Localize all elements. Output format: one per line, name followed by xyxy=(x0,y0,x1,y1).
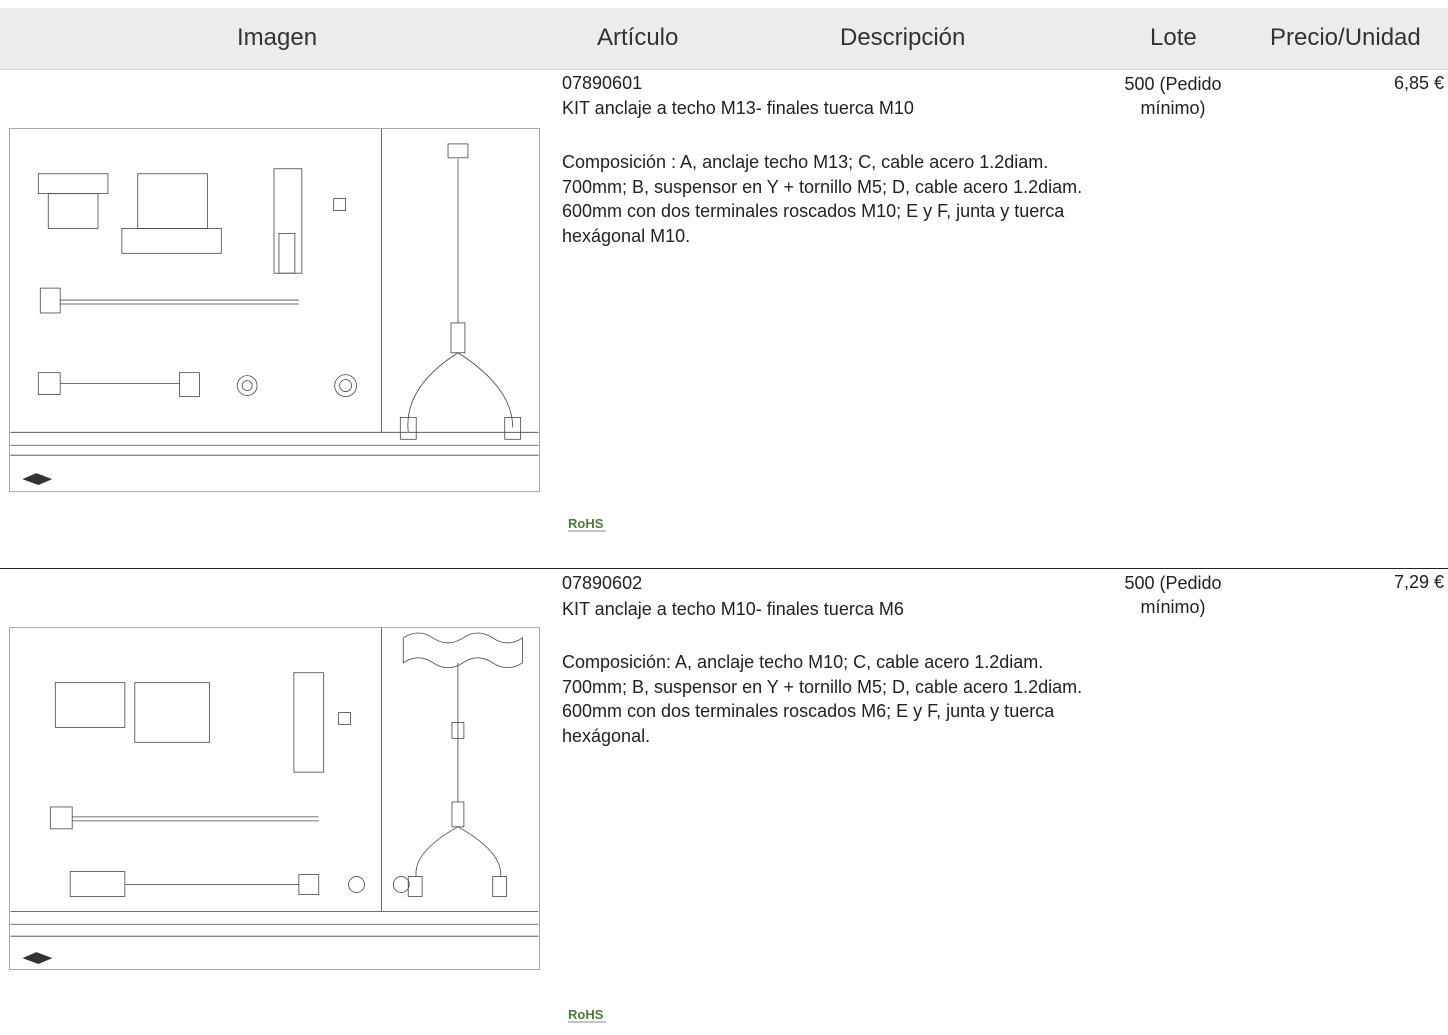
rohs-badge: RoHS xyxy=(566,514,612,534)
header-imagen: Imagen xyxy=(237,24,318,51)
header-precio: Precio/Unidad xyxy=(1270,24,1421,51)
product-image[interactable] xyxy=(9,128,540,492)
header-articulo: Artículo xyxy=(597,24,679,51)
rohs-icon: RoHS xyxy=(568,516,606,532)
product-description: Composición: A, anclaje techo M10; C, ca… xyxy=(562,652,1083,746)
rohs-label: RoHS xyxy=(568,1007,604,1022)
product-price: 7,29 € xyxy=(1393,572,1444,592)
product-lote: 500 (Pedido mínimo) xyxy=(1124,74,1222,118)
product-price: 6,85 € xyxy=(1393,73,1444,93)
product-title: KIT anclaje a techo M10- finales tuerca … xyxy=(562,599,904,619)
technical-drawing-icon xyxy=(10,129,539,486)
product-lote: 500 (Pedido mínimo) xyxy=(1124,573,1222,617)
technical-drawing-icon xyxy=(10,628,539,965)
rohs-label: RoHS xyxy=(568,516,604,531)
table-row: 07890601 KIT anclaje a techo M13- finale… xyxy=(0,70,1448,568)
rohs-badge: RoHS xyxy=(566,1005,612,1025)
product-code: 07890602 xyxy=(562,573,643,593)
product-title: KIT anclaje a techo M13- finales tuerca … xyxy=(562,98,914,118)
product-code: 07890601 xyxy=(562,73,643,93)
header-descripcion: Descripción xyxy=(840,24,966,51)
table-header: Imagen Artículo Descripción Lote Precio/… xyxy=(0,8,1448,70)
header-lote: Lote xyxy=(1150,24,1197,51)
table-row: 07890602 KIT anclaje a techo M10- finale… xyxy=(0,568,1448,1035)
rohs-icon: RoHS xyxy=(568,1007,606,1023)
product-image[interactable] xyxy=(9,627,540,970)
product-description: Composición : A, anclaje techo M13; C, c… xyxy=(562,152,1083,246)
